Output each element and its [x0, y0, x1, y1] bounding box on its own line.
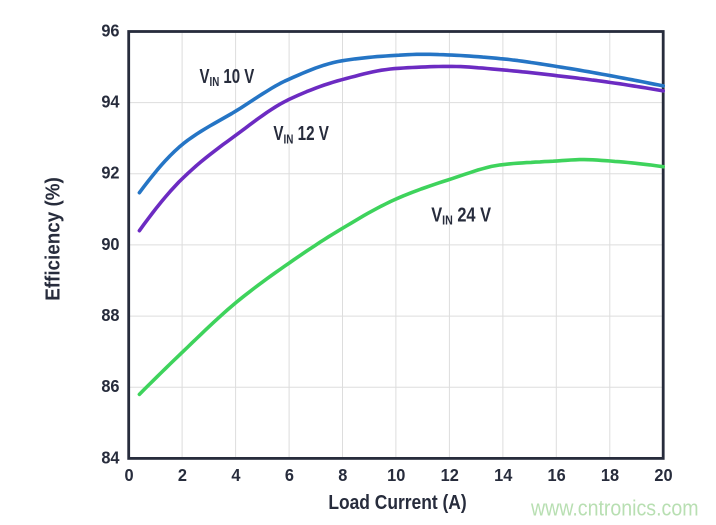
svg-text:96: 96: [101, 21, 119, 40]
svg-text:90: 90: [101, 234, 119, 253]
svg-text:Load Current (A): Load Current (A): [328, 492, 466, 515]
svg-text:6: 6: [285, 466, 294, 485]
svg-text:16: 16: [548, 466, 566, 485]
svg-text:Efficiency (%): Efficiency (%): [42, 177, 65, 301]
svg-text:14: 14: [494, 466, 513, 485]
svg-text:88: 88: [101, 306, 119, 325]
svg-text:VIN 12 V: VIN 12 V: [273, 122, 329, 146]
svg-text:2: 2: [178, 466, 187, 485]
svg-text:0: 0: [124, 466, 133, 485]
svg-text:86: 86: [101, 377, 119, 396]
svg-text:10: 10: [387, 466, 405, 485]
svg-text:VIN 24 V: VIN 24 V: [431, 203, 492, 228]
svg-text:8: 8: [338, 466, 347, 485]
svg-text:84: 84: [101, 448, 120, 467]
svg-text:20: 20: [654, 466, 672, 485]
svg-text:12: 12: [441, 466, 459, 485]
svg-text:94: 94: [101, 92, 120, 111]
svg-text:4: 4: [231, 466, 241, 485]
svg-text:VIN 10 V: VIN 10 V: [200, 65, 255, 90]
svg-text:18: 18: [601, 466, 619, 485]
svg-text:www.cntronics.com: www.cntronics.com: [530, 496, 698, 520]
svg-text:92: 92: [101, 163, 119, 182]
